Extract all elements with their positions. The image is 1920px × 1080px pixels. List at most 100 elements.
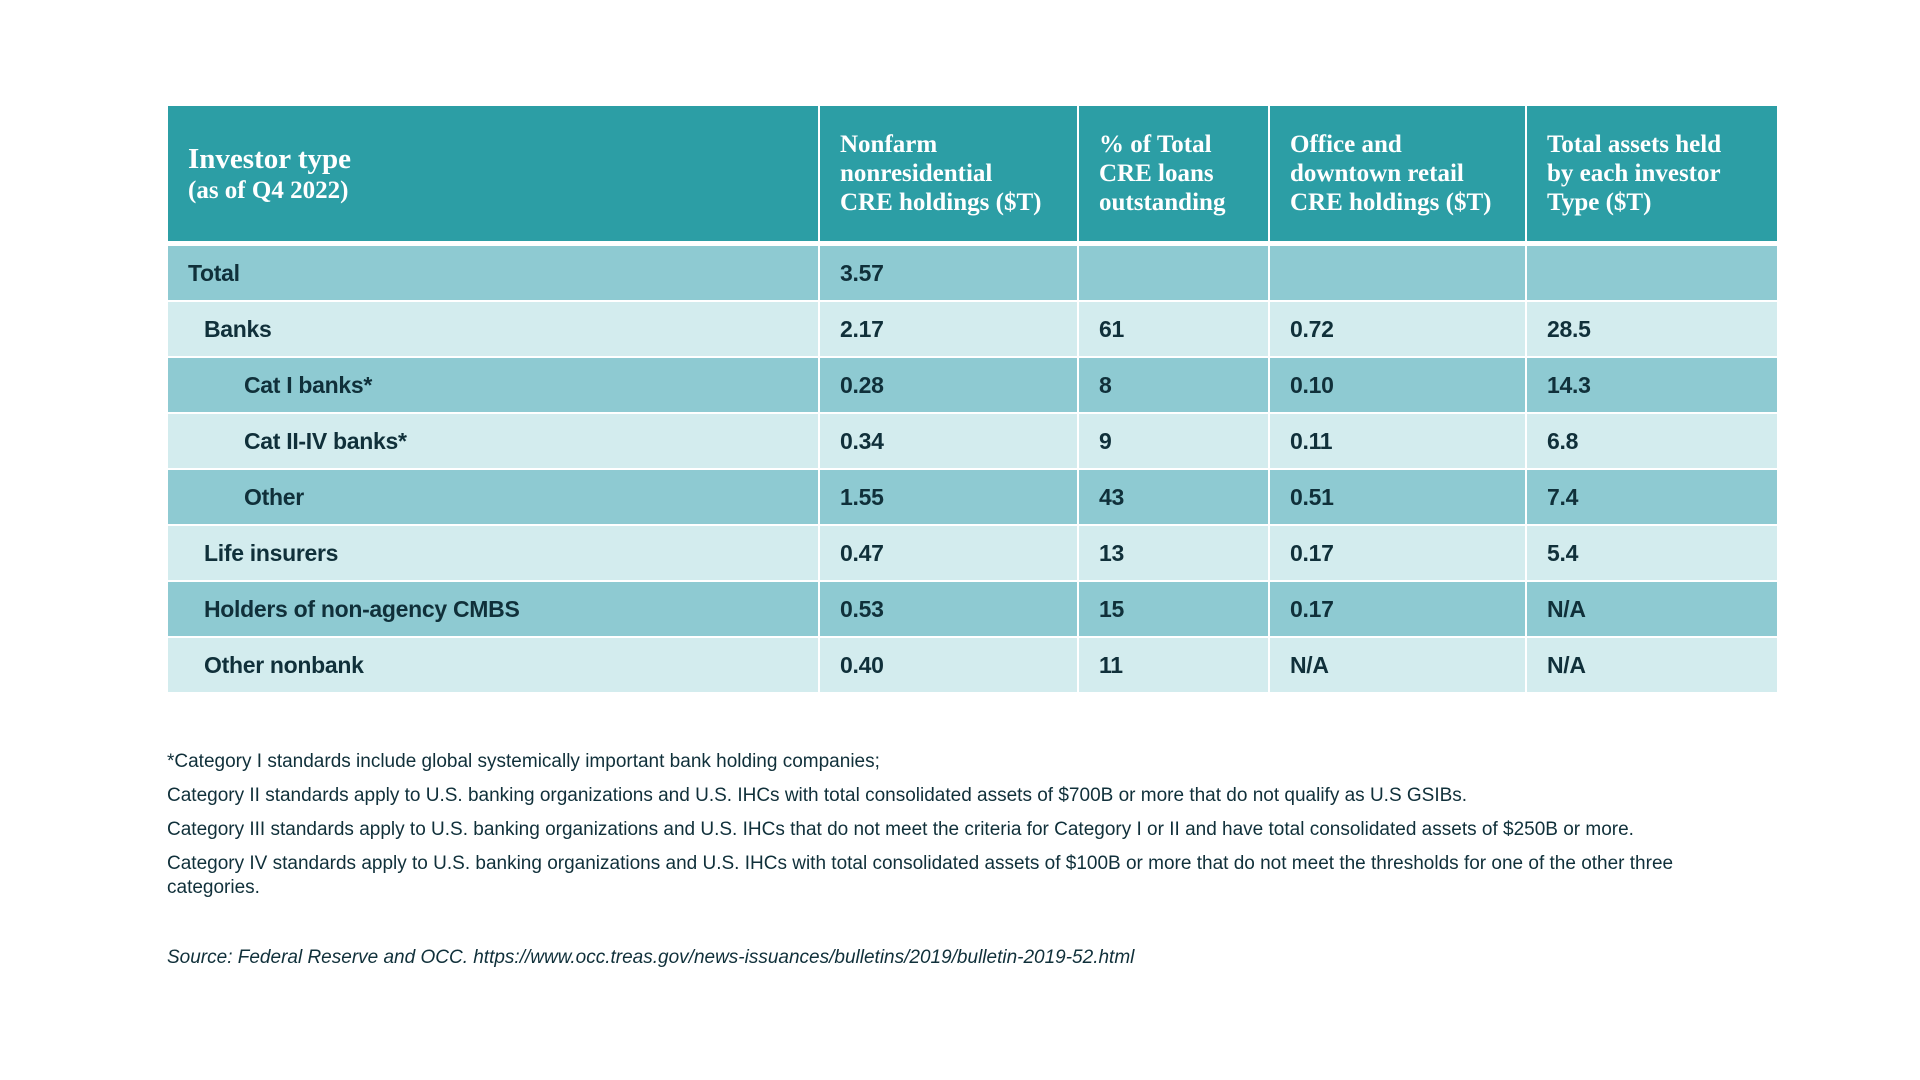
cell-text: 1.55 xyxy=(840,483,884,510)
header-text: nonresidential xyxy=(840,160,993,187)
table-cell: 0.34 xyxy=(820,414,1079,468)
header-text: Office and xyxy=(1290,131,1402,158)
cell-text: 0.10 xyxy=(1290,371,1334,398)
cell-text: 15 xyxy=(1099,595,1124,622)
cell-text: 2.17 xyxy=(840,315,884,342)
cell-text: 0.40 xyxy=(840,651,884,678)
header-cell: % of Total CRE loans outstanding xyxy=(1079,106,1270,241)
table-cell: 0.28 xyxy=(820,358,1079,412)
table: Investor type (as of Q4 2022) Nonfarm nonre… xyxy=(168,106,1777,694)
table-cell: 13 xyxy=(1079,526,1270,580)
cell-text: Life insurers xyxy=(204,539,339,566)
table-cell: N/A xyxy=(1527,582,1777,636)
cell-text: 61 xyxy=(1099,315,1124,342)
table-cell: 2.17 xyxy=(820,302,1079,356)
table-cell: 5.4 xyxy=(1527,526,1777,580)
footnote: Category III standards apply to U.S. ban… xyxy=(167,819,1634,840)
header-text: % of Total xyxy=(1099,131,1212,158)
table-cell xyxy=(1079,246,1270,300)
cell-text: N/A xyxy=(1547,595,1586,622)
cell-text: 11 xyxy=(1099,651,1123,678)
table-cell: Total xyxy=(168,246,820,300)
header-text: CRE holdings ($T) xyxy=(840,189,1042,216)
cell-text: 9 xyxy=(1099,427,1112,454)
table-cell: 0.53 xyxy=(820,582,1079,636)
table-row: Cat I banks* 0.28 8 0.10 14.3 xyxy=(168,358,1777,414)
cell-text: 0.47 xyxy=(840,539,884,566)
cell-text: 8 xyxy=(1099,371,1112,398)
table-row: Other 1.55 43 0.51 7.4 xyxy=(168,470,1777,526)
table-cell: Life insurers xyxy=(168,526,820,580)
table-row: Other nonbank 0.40 11 N/A N/A xyxy=(168,638,1777,694)
header-text: Type ($T) xyxy=(1547,189,1652,216)
table-cell: 7.4 xyxy=(1527,470,1777,524)
table-cell: Banks xyxy=(168,302,820,356)
cell-text: Holders of non-agency CMBS xyxy=(204,595,520,622)
cell-text: Total xyxy=(188,259,240,286)
header-text: (as of Q4 2022) xyxy=(188,177,349,204)
cell-text: 0.17 xyxy=(1290,539,1334,566)
table-cell: 0.10 xyxy=(1270,358,1527,412)
cell-text: 6.8 xyxy=(1547,427,1579,454)
header-cell: Office and downtown retail CRE holdings ($… xyxy=(1270,106,1527,241)
table-cell: 0.17 xyxy=(1270,582,1527,636)
table-cell: Cat II-IV banks* xyxy=(168,414,820,468)
table-cell: 3.57 xyxy=(820,246,1079,300)
header-text: CRE holdings ($T) xyxy=(1290,189,1492,216)
cell-text: 0.28 xyxy=(840,371,884,398)
table-cell: Other xyxy=(168,470,820,524)
cell-text: 0.72 xyxy=(1290,315,1334,342)
table-cell xyxy=(1270,246,1527,300)
table-cell: 43 xyxy=(1079,470,1270,524)
table-row: Life insurers 0.47 13 0.17 5.4 xyxy=(168,526,1777,582)
table-row: Banks 2.17 61 0.72 28.5 xyxy=(168,302,1777,358)
table-cell: N/A xyxy=(1270,638,1527,692)
header-text: Investor type xyxy=(188,143,351,175)
table-cell: 11 xyxy=(1079,638,1270,692)
cell-text: 7.4 xyxy=(1547,483,1579,510)
header-row: Investor type (as of Q4 2022) Nonfarm nonre… xyxy=(168,106,1777,241)
cell-text: 0.17 xyxy=(1290,595,1334,622)
cell-text: Other xyxy=(244,483,304,510)
cell-text: Banks xyxy=(204,315,272,342)
table-cell: 0.51 xyxy=(1270,470,1527,524)
cell-text: 28.5 xyxy=(1547,315,1591,342)
table-row: Holders of non-agency CMBS 0.53 15 0.17 N/A xyxy=(168,582,1777,638)
table-cell: 14.3 xyxy=(1527,358,1777,412)
cell-text: Cat I banks* xyxy=(244,371,373,398)
header-text: Nonfarm xyxy=(840,131,938,158)
table-cell: 0.72 xyxy=(1270,302,1527,356)
table-cell: 1.55 xyxy=(820,470,1079,524)
cell-text: 14.3 xyxy=(1547,371,1591,398)
table-cell: 0.40 xyxy=(820,638,1079,692)
table-cell: 8 xyxy=(1079,358,1270,412)
header-text: downtown retail xyxy=(1290,160,1464,187)
source: Source: Federal Reserve and OCC. https:/… xyxy=(167,947,1135,968)
footnote: Category II standards apply to U.S. bank… xyxy=(167,785,1468,806)
cell-text: 0.53 xyxy=(840,595,884,622)
table-cell: 15 xyxy=(1079,582,1270,636)
cell-text: N/A xyxy=(1547,651,1586,678)
header-cell: Investor type (as of Q4 2022) xyxy=(168,106,820,241)
cell-text: Cat II-IV banks* xyxy=(244,427,407,454)
footnotes: *Category I standards include global sys… xyxy=(167,750,1747,910)
table-cell: 61 xyxy=(1079,302,1270,356)
cell-text: 3.57 xyxy=(840,259,884,286)
header-text: by each investor xyxy=(1547,160,1721,187)
cell-text: N/A xyxy=(1290,651,1329,678)
header-text: outstanding xyxy=(1099,189,1226,216)
table-cell: 0.11 xyxy=(1270,414,1527,468)
cell-text: 43 xyxy=(1099,483,1124,510)
cell-text: 0.34 xyxy=(840,427,884,454)
header-cell: Total assets held by each investor Type ($… xyxy=(1527,106,1777,241)
cell-text: 0.51 xyxy=(1290,483,1334,510)
footnote: Category IV standards apply to U.S. bank… xyxy=(167,853,1674,898)
table-cell xyxy=(1527,246,1777,300)
table-row: Cat II-IV banks* 0.34 9 0.11 6.8 xyxy=(168,414,1777,470)
table-cell: Other nonbank xyxy=(168,638,820,692)
cell-text: Other nonbank xyxy=(204,651,364,678)
header-cell: Nonfarm nonresidential CRE holdings ($T) xyxy=(820,106,1079,241)
table-cell: N/A xyxy=(1527,638,1777,692)
table-cell: Cat I banks* xyxy=(168,358,820,412)
